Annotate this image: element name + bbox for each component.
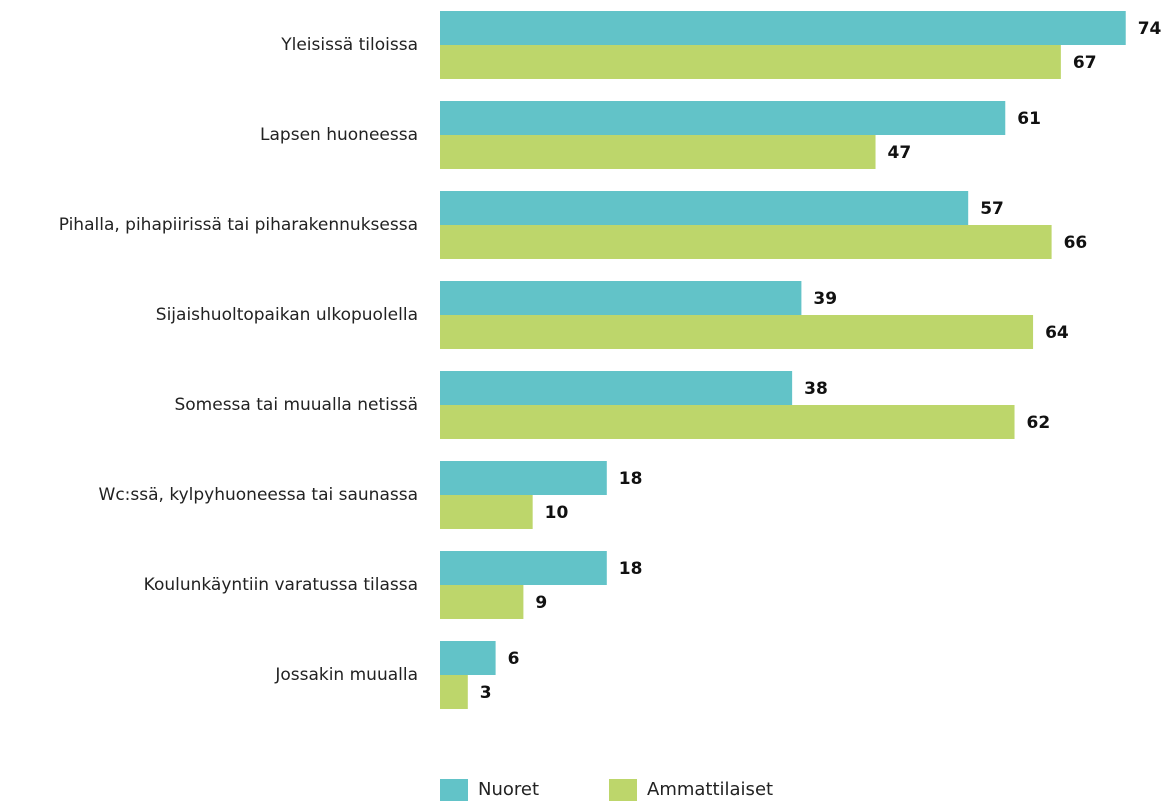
bar [440,225,1052,259]
category-label: Sijaishuoltopaikan ulkopuolella [156,305,418,325]
legend-swatch [609,779,637,801]
value-label: 18 [619,559,643,579]
bar [440,11,1126,45]
bar [440,675,468,709]
value-label: 66 [1064,233,1088,253]
legend-swatch [440,779,468,801]
category-label: Pihalla, pihapiirissä tai piharakennukse… [59,215,418,235]
bar [440,101,1006,135]
bar [440,405,1015,439]
value-label: 39 [813,289,837,309]
bar [440,585,524,619]
bar [440,135,876,169]
category-label: Wc:ssä, kylpyhuoneessa tai saunassa [99,485,418,505]
category-label: Jossakin muualla [274,665,418,685]
bar [440,45,1061,79]
value-label: 10 [545,503,569,523]
value-label: 47 [888,143,912,163]
category-label: Somessa tai muualla netissä [174,395,418,415]
category-label: Lapsen huoneessa [260,125,418,145]
value-label: 57 [980,199,1004,219]
value-label: 6 [508,649,520,669]
legend-label: Ammattilaiset [647,779,773,800]
bar [440,191,969,225]
value-label: 9 [535,593,547,613]
value-label: 64 [1045,323,1069,343]
value-label: 62 [1027,413,1051,433]
value-label: 3 [480,683,492,703]
legend-label: Nuoret [478,779,539,800]
bar [440,495,533,529]
category-label: Yleisissä tiloissa [280,35,418,55]
bar [440,461,607,495]
category-label: Koulunkäyntiin varatussa tilassa [144,575,418,595]
bar [440,641,496,675]
value-label: 38 [804,379,828,399]
bar [440,371,793,405]
value-label: 67 [1073,53,1097,73]
value-label: 74 [1138,19,1162,39]
bar [440,315,1034,349]
bar [440,281,802,315]
bar [440,551,607,585]
value-label: 61 [1017,109,1041,129]
value-label: 18 [619,469,643,489]
